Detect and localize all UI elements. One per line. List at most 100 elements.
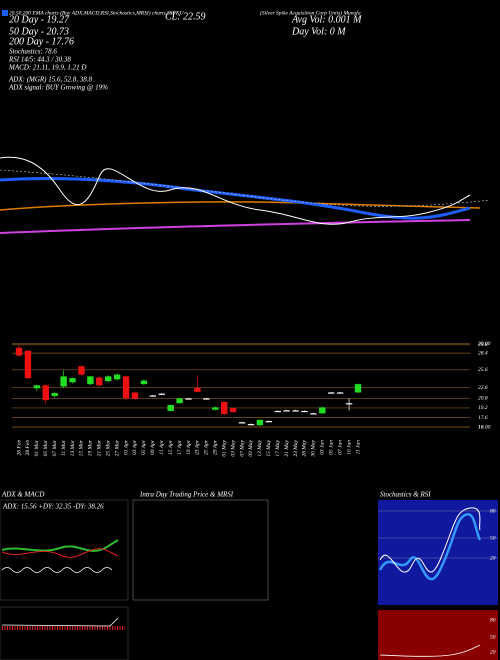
candle-body bbox=[265, 421, 272, 423]
candle-body bbox=[105, 376, 112, 382]
candle-body bbox=[96, 377, 103, 386]
x-tick-label: 03 Apr bbox=[132, 439, 138, 455]
header-title: 20,50,200 EMA charts (Buy ADX,MACD,RSI,S… bbox=[9, 9, 185, 16]
x-tick-label: 07 Jun bbox=[337, 440, 343, 455]
x-tick-label: 28 Feb bbox=[25, 440, 31, 456]
stoch-line bbox=[379, 507, 481, 573]
x-tick-label: 23 Apr bbox=[195, 439, 201, 455]
axis-label: 50 bbox=[490, 535, 496, 541]
x-tick-label: 07 May bbox=[239, 439, 245, 456]
candle-body bbox=[301, 410, 308, 413]
adx-line bbox=[1, 539, 119, 552]
candle-body bbox=[78, 366, 85, 375]
x-tick-label: 15 Mar bbox=[79, 439, 85, 456]
adx-line bbox=[1, 548, 119, 558]
y-tick-label: 22.6 bbox=[478, 385, 488, 391]
axis-label: 50 bbox=[490, 634, 496, 640]
candle-body bbox=[122, 376, 130, 399]
x-tick-label: 01 May bbox=[221, 439, 227, 456]
axis-label: 80 bbox=[490, 508, 496, 514]
indicator: MACD: 21.11, 19.9, 1.21 D bbox=[8, 64, 86, 72]
candle-body bbox=[336, 392, 344, 394]
adx-label: ADX: 15.56 +DY: 32.35 -DY: 38.26 bbox=[2, 503, 104, 511]
candle-body bbox=[328, 392, 335, 394]
candle-body bbox=[319, 407, 326, 414]
candle-body bbox=[87, 376, 94, 385]
x-tick-label: 27 Mar bbox=[114, 439, 120, 456]
x-tick-label: 05 Jun bbox=[329, 440, 335, 455]
y-tick-label: 19.2 bbox=[478, 405, 488, 411]
candle-body bbox=[158, 393, 165, 395]
y-tick-label: 25.6 bbox=[478, 367, 488, 373]
candle-body bbox=[185, 398, 192, 400]
candle-body bbox=[212, 407, 219, 410]
y-tick-label: 28.4 bbox=[478, 349, 488, 356]
x-tick-label: 01 Apr bbox=[123, 439, 129, 455]
candle-body bbox=[310, 413, 317, 415]
macd-line bbox=[1, 617, 119, 627]
avg-vol: Avg Vol: 0.001 M bbox=[291, 14, 362, 25]
x-tick-label: 30 May bbox=[311, 439, 317, 457]
axis-label: 20 bbox=[490, 555, 496, 561]
x-tick-label: 19 Mar bbox=[88, 439, 94, 456]
candle-body bbox=[176, 398, 183, 404]
indicator: 20 Day - 19.27 bbox=[9, 14, 70, 25]
x-tick-label: 15 Apr bbox=[168, 439, 174, 455]
close-price: CL: 22.59 bbox=[165, 11, 206, 22]
adx-panel bbox=[0, 499, 129, 601]
x-tick-label: 09 Apr bbox=[150, 439, 156, 455]
x-tick-label: 15 May bbox=[266, 439, 272, 456]
adx-line bbox=[1, 567, 113, 573]
ma-lines bbox=[0, 156, 491, 234]
y-tick-label: 29.8 bbox=[478, 342, 488, 348]
panel-title: ADX & MACD bbox=[1, 491, 44, 499]
candle-body bbox=[203, 398, 210, 400]
intraday-panel bbox=[132, 499, 269, 601]
candle-body bbox=[15, 347, 23, 356]
x-tick-label: 11 Apr bbox=[159, 439, 165, 454]
indicator: Stochastics: 78.6 bbox=[9, 48, 57, 56]
candle-body bbox=[345, 403, 353, 405]
x-tick-label: 01 Mar bbox=[34, 439, 40, 456]
rsi-panel bbox=[378, 610, 498, 660]
candle-body bbox=[274, 410, 281, 413]
candle-body bbox=[51, 393, 58, 397]
candle-body bbox=[220, 402, 228, 414]
candle-body bbox=[140, 380, 148, 385]
candle-body bbox=[238, 422, 246, 424]
x-tick-label: 28 May bbox=[302, 439, 308, 456]
x-tick-label: 19 Apr bbox=[186, 439, 192, 455]
x-tick-label: 21 May bbox=[284, 439, 290, 456]
stoch-line bbox=[378, 512, 482, 581]
candle-body bbox=[194, 387, 201, 392]
candle-body bbox=[167, 404, 174, 411]
y-tick-label: 16 bbox=[478, 424, 484, 430]
x-tick-label: 26 Feb bbox=[16, 440, 22, 456]
candle-body bbox=[229, 407, 237, 413]
y-tick-label: 20.8 bbox=[478, 396, 488, 402]
indicator: RSI 14/5: 44.3 / 30.38 bbox=[8, 56, 71, 64]
x-tick-label: 07 Mar bbox=[52, 439, 58, 456]
axis-label: 20 bbox=[490, 649, 496, 655]
y-tick-label: 17.6 bbox=[478, 415, 488, 421]
candle-body bbox=[33, 385, 41, 389]
y-tick-label: 16.00 bbox=[478, 424, 491, 430]
candle-body bbox=[131, 392, 139, 400]
x-tick-label: 09 May bbox=[248, 439, 254, 456]
legend-swatch bbox=[2, 10, 8, 16]
indicator: ADX: (MGR) 15.6, 52.8, 38.8 bbox=[8, 76, 93, 84]
x-tick-label: 10 Jun bbox=[346, 440, 352, 455]
indicator: 50 Day - 20.73 bbox=[9, 26, 69, 37]
x-tick-label: 25 Apr bbox=[204, 439, 210, 455]
candle-body bbox=[256, 419, 264, 426]
x-tick-label: 03 Jun bbox=[320, 440, 326, 455]
x-tick-label: 17 May bbox=[275, 439, 281, 456]
x-tick-label: 05 Apr bbox=[141, 439, 147, 455]
company-name: (Silver Spike Acquisition Corp Units) Mu… bbox=[260, 9, 361, 16]
indicator: ADX signal: BUY Growing @ 19% bbox=[8, 84, 108, 92]
candle-body bbox=[69, 378, 76, 383]
x-tick-label: 29 Apr bbox=[213, 439, 219, 455]
indicator: 200 Day - 17.76 bbox=[9, 36, 74, 47]
